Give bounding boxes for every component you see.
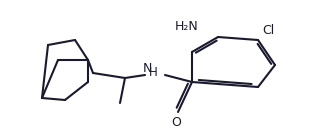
Text: Cl: Cl — [262, 24, 274, 36]
Text: N: N — [142, 61, 152, 75]
Text: H: H — [148, 66, 157, 78]
Text: O: O — [171, 115, 181, 129]
Text: H₂N: H₂N — [175, 21, 199, 33]
